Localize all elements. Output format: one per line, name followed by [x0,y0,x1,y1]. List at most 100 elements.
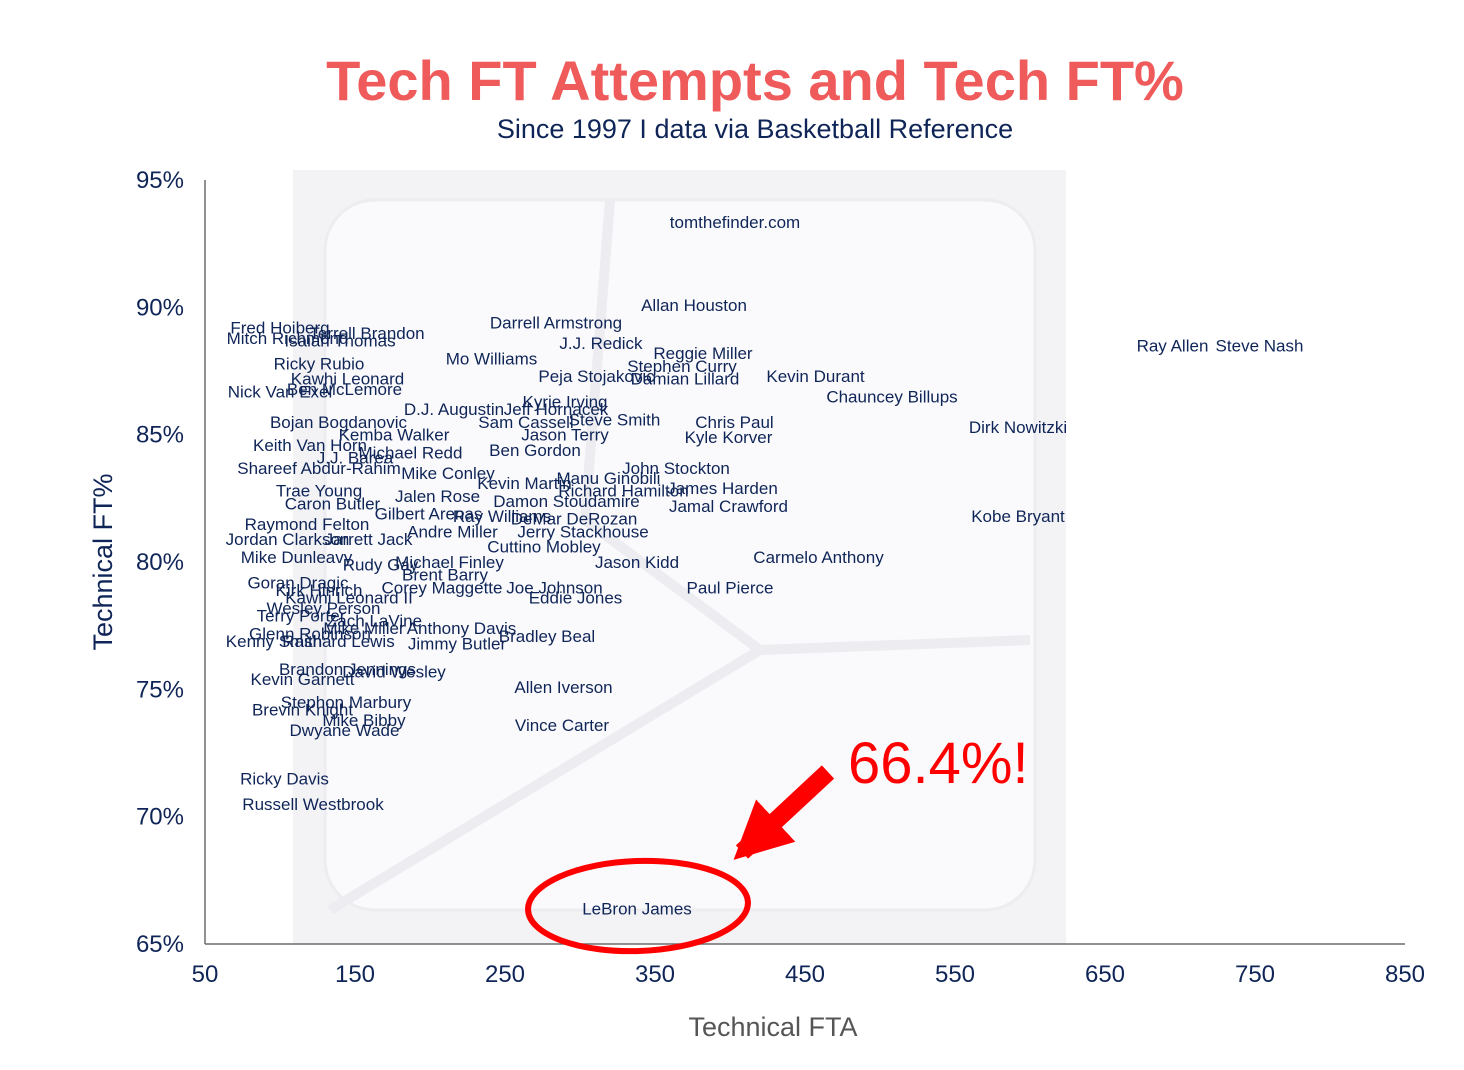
data-point-label: Damon Stoudamire [493,492,639,511]
data-point-label: Steve Smith [569,410,661,429]
x-tick-label: 750 [1235,961,1275,988]
x-tick-label: 150 [335,961,375,988]
data-point-label: Bradley Beal [499,627,595,646]
data-point-label: Jerry Stackhouse [517,522,648,541]
data-point-label: David Wesley [342,663,446,682]
chart-subtitle: Since 1997 I data via Basketball Referen… [496,114,1014,144]
y-tick-labels: 65% 70% 75% 80% 85% 90% 95% [136,167,184,958]
data-point-label: Ray Williams [453,507,551,526]
y-tick-label: 85% [136,422,184,449]
data-point-label: Terrell Brandon [309,324,424,343]
data-point-label: Andre Miller [407,522,498,541]
data-point-label: Jason Kidd [595,553,679,572]
highlight-point-label: LeBron James [582,899,692,918]
data-point-label: Raymond Felton [245,515,370,534]
data-point-label: Keith Van Horn [253,436,367,455]
data-point-label: Trae Young [276,482,362,501]
data-point-label: Chauncey Billups [826,387,957,406]
y-tick-label: 90% [136,294,184,321]
data-point-label: Peja Stojakovic [538,367,655,386]
data-point-label: Dirk Nowitzki [969,418,1067,437]
data-point-label: Vince Carter [515,716,610,735]
x-tick-label: 50 [192,961,219,988]
data-point-label: J.J. Barea [317,449,394,468]
data-point-label: Brent Barry [402,566,488,585]
data-point-label: Mike Conley [401,464,495,483]
data-point-label: Kyle Korver [685,428,773,447]
data-point-label: Nick Van Exel [228,382,333,401]
data-point-label: Ben McLemore [287,380,402,399]
data-point-label: Cuttino Mobley [487,538,601,557]
data-point-label: Fred Hoiberg [230,319,329,338]
x-tick-label: 350 [635,961,675,988]
data-point-label: Damian Lillard [631,370,740,389]
data-point-label: Kawhi Leonard II [285,589,413,608]
data-point-label: Kyrie Irving [522,393,607,412]
data-point-label: Rudy Gay [343,556,419,575]
data-point-label: Jamal Crawford [669,497,788,516]
watermark-background [293,170,1066,944]
data-point-label: Steve Nash [1216,337,1304,356]
x-tick-label: 850 [1385,961,1425,988]
data-point-label: Ben Gordon [489,441,581,460]
x-axis-label: Technical FTA [688,1012,857,1042]
data-point-label: Corey Maggette [382,578,503,597]
data-point-label: Zach LaVine [327,612,422,631]
axes [204,180,1405,945]
data-point-label: Shareef Abdur-Rahim [237,459,400,478]
data-point-label: Reggie Miller [653,344,753,363]
data-point-label: Kobe Bryant [971,507,1065,526]
data-point-label: Gilbert Arenas [375,505,483,524]
data-point-label: Kirk Hinrich [276,581,363,600]
data-point-label: Ray Allen [1137,337,1209,356]
data-point-label: Brandon Jennings [279,660,416,679]
data-point-label: Joe Johnson [506,578,602,597]
data-point-label: Russell Westbrook [242,795,384,814]
x-tick-label: 450 [785,961,825,988]
y-tick-label: 65% [136,931,184,958]
data-point-label: Manu Ginobili [557,469,661,488]
x-tick-label: 250 [485,961,525,988]
data-point-label: Kenny Smith [226,632,322,651]
data-point-label: Kawhi Leonard [291,370,404,389]
data-point-label: Glenn Robinson [249,624,371,643]
data-point-label: J.J. Redick [559,334,643,353]
data-point-label: DeMar DeRozan [511,510,638,529]
data-point-label: Kevin Martin [477,474,571,493]
data-point-label: Goran Dragic [247,573,349,592]
data-point-label: Eddie Jones [529,589,623,608]
data-point-label: Mitch Richmond [227,329,349,348]
data-point-label: Ricky Rubio [274,354,365,373]
data-point-label: Michael Redd [359,443,463,462]
data-point-label: Jimmy Butler [408,634,507,653]
data-point-label: Kevin Durant [766,367,865,386]
data-point-label: Wesley Person [266,599,380,618]
data-point-label: Stephon Marbury [281,693,412,712]
data-point-label: John Stockton [622,459,730,478]
highlight-ellipse [525,857,751,955]
x-tick-labels: 50 150 250 350 450 550 650 750 850 [192,961,1425,988]
data-point-label: D.J. Augustin [404,400,504,419]
data-point-label: Paul Pierce [687,578,774,597]
data-point-label: Jalen Rose [395,487,480,506]
x-tick-label: 650 [1085,961,1125,988]
data-point-label: Allen Iverson [514,678,612,697]
data-point-label: Carmelo Anthony [753,548,884,567]
annotation-arrow [733,765,835,860]
data-point-label: Bojan Bogdanovic [270,413,408,432]
data-point-label: Kevin Garnett [251,670,355,689]
data-point-label: Dwyane Wade [290,721,400,740]
data-point-label: Rashard Lewis [282,632,394,651]
data-point-label: Jarrett Jack [325,530,413,549]
data-point-label: Darrell Armstrong [490,314,622,333]
data-point-label: Mike Miller [323,619,405,638]
watermark-text: tomthefinder.com [670,213,800,232]
data-point-label: Isaiah Thomas [284,331,395,350]
chart-title: Tech FT Attempts and Tech FT% [326,49,1184,112]
y-axis-label: Technical FT% [88,473,118,650]
data-point-labels: Ray Allen Steve Nash Dirk Nowitzki Chauncey… [226,296,1304,919]
y-tick-label: 75% [136,676,184,703]
data-point-label: Caron Butler [285,494,381,513]
data-point-label: Ricky Davis [240,769,329,788]
